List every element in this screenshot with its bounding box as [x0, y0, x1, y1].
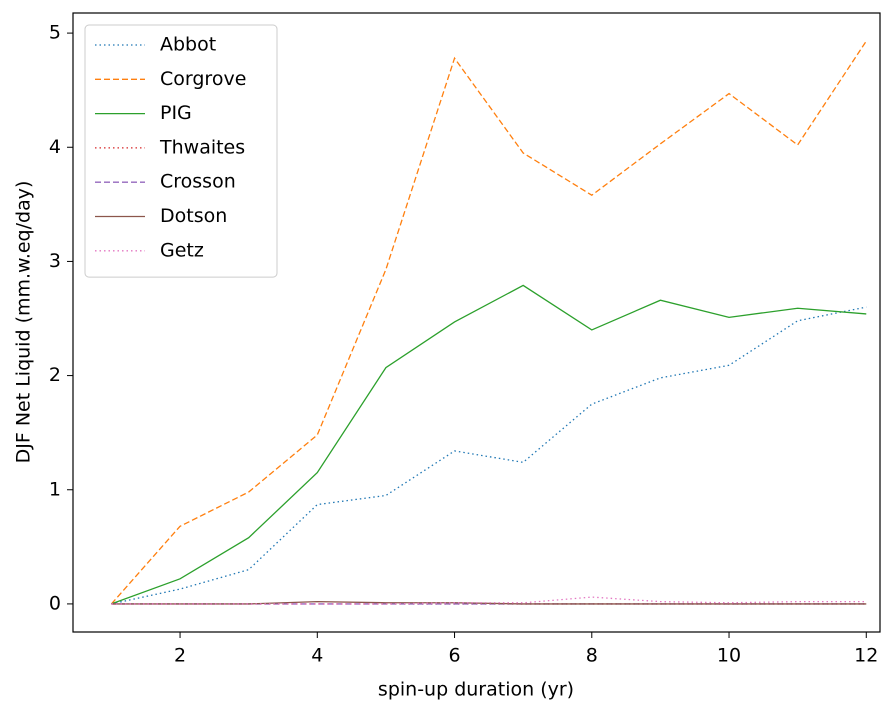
series-line: [111, 284, 867, 605]
legend-label: PIG: [160, 102, 192, 124]
y-tick-label: 1: [49, 478, 61, 500]
series-line: [111, 600, 867, 605]
series-line: [110, 40, 867, 605]
x-tick-label: 6: [448, 645, 460, 667]
legend-label: Crosson: [160, 171, 236, 193]
x-tick-label: 4: [311, 645, 323, 667]
legend-label: Thwaites: [159, 136, 245, 158]
x-tick-label: 10: [717, 645, 741, 667]
legend-label: Getz: [160, 239, 204, 261]
y-tick-label: 4: [49, 136, 61, 158]
y-axis-label: DJF Net Liquid (mm.w.eq/day): [13, 181, 35, 464]
legend-label: Corgrove: [160, 68, 246, 90]
x-tick-label: 12: [854, 645, 878, 667]
x-tick-label: 2: [174, 645, 186, 667]
y-tick-label: 3: [49, 250, 61, 272]
x-axis-label: spin-up duration (yr): [378, 679, 574, 701]
legend-label: Dotson: [160, 205, 227, 227]
series-line: [111, 306, 867, 605]
y-tick-label: 0: [49, 592, 61, 614]
plot-frame: [72, 12, 881, 633]
legend-label: Abbot: [160, 34, 216, 56]
x-tick-label: 8: [586, 645, 598, 667]
legend-box: [84, 24, 278, 278]
y-tick-label: 5: [49, 22, 61, 44]
y-tick-label: 2: [49, 364, 61, 386]
